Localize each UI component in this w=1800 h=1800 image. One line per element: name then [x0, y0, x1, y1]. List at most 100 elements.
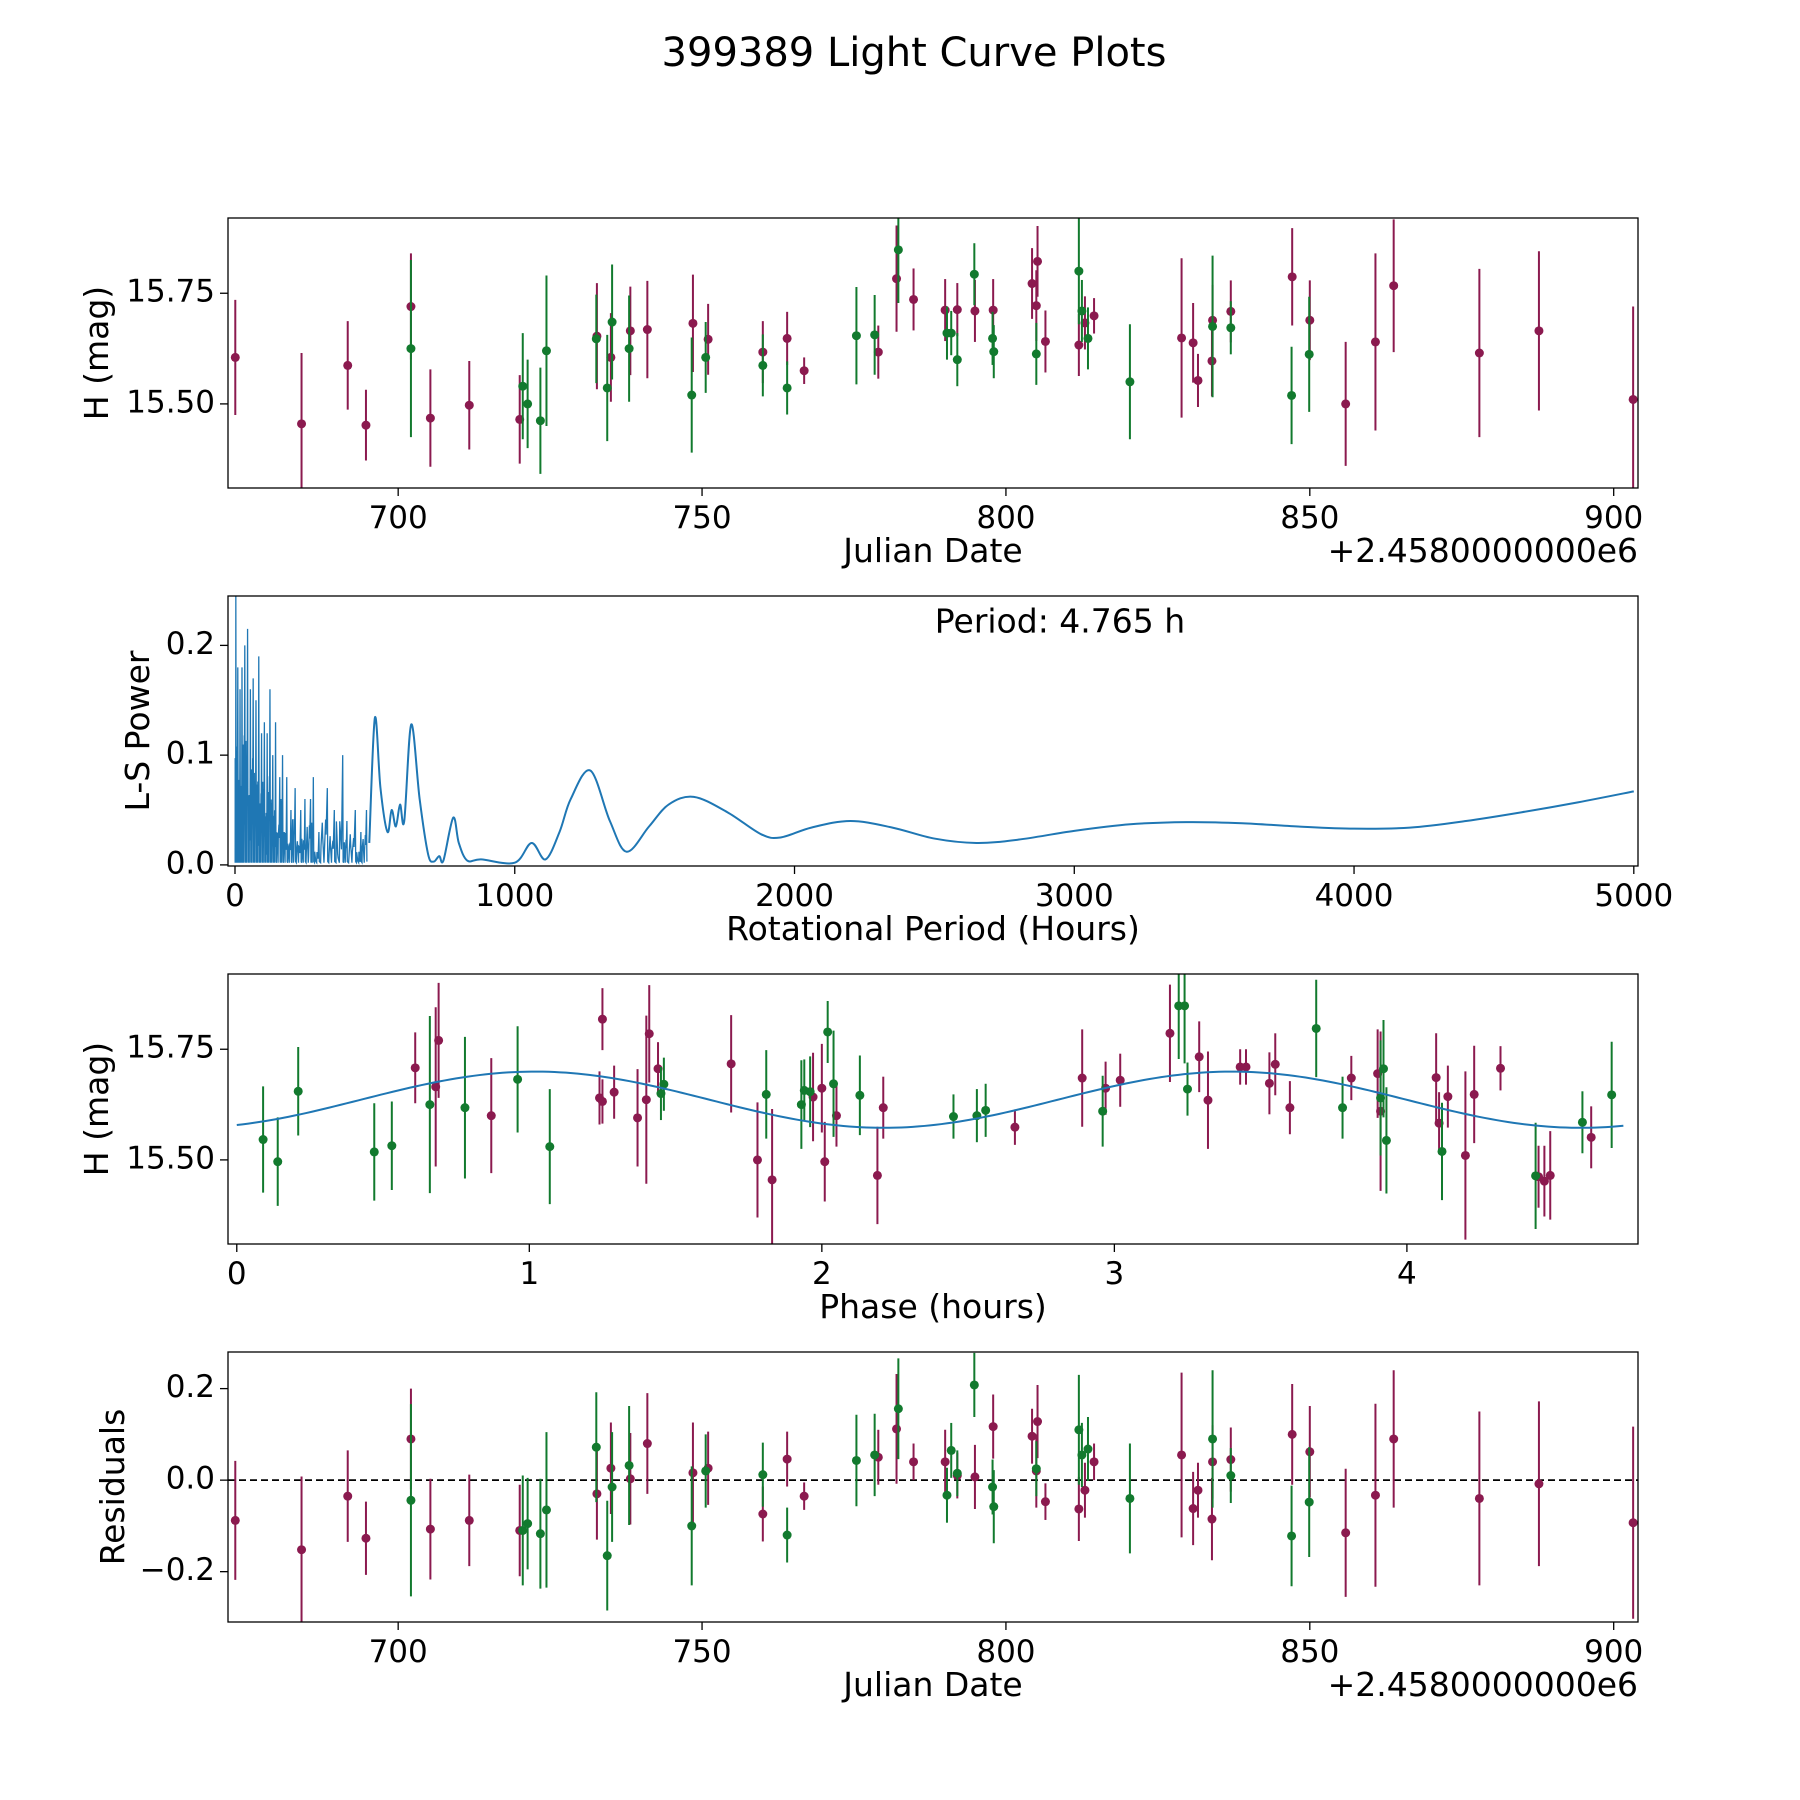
data-point — [1474, 1411, 1484, 1586]
data-point — [541, 1432, 551, 1588]
data-point — [855, 1055, 865, 1136]
data-marker — [969, 1380, 979, 1390]
data-point — [406, 260, 416, 438]
data-marker — [1389, 281, 1399, 291]
data-marker — [624, 1460, 634, 1470]
data-point — [1125, 1443, 1135, 1554]
data-marker — [486, 1111, 496, 1121]
panel-phase-curve: 0 1 2 3 4 15.50 15.75 H (mag) Phase (hours) — [77, 973, 1639, 1326]
data-point — [606, 1422, 616, 1514]
data-point — [523, 1477, 533, 1570]
data-point — [1586, 1106, 1596, 1169]
data-marker — [726, 1059, 736, 1069]
data-point — [820, 1121, 830, 1202]
data-point — [624, 1406, 634, 1525]
data-marker — [1496, 1063, 1506, 1073]
data-marker — [758, 360, 768, 370]
data-marker — [1027, 1431, 1037, 1441]
data-marker — [406, 1495, 416, 1505]
data-point — [625, 286, 635, 376]
data-marker — [952, 355, 962, 365]
data-marker — [625, 326, 635, 336]
data-point — [1474, 268, 1484, 438]
data-marker — [1378, 1064, 1388, 1074]
data-point — [1027, 248, 1037, 319]
data-marker — [464, 1515, 474, 1525]
data-marker — [361, 1533, 371, 1543]
residuals-offset-text: +2.4580000000e6 — [1328, 1665, 1638, 1704]
data-point — [1534, 251, 1544, 411]
data-marker — [602, 1551, 612, 1561]
data-marker — [607, 317, 617, 327]
y-tick-label: 15.75 — [126, 274, 215, 310]
data-point — [1193, 353, 1203, 407]
data-point — [513, 1026, 523, 1133]
data-marker — [1165, 1028, 1175, 1038]
data-point — [851, 287, 861, 385]
data-point — [273, 1117, 283, 1206]
data-marker — [1304, 1497, 1314, 1507]
data-point — [972, 1089, 982, 1143]
data-marker — [851, 331, 861, 341]
data-point — [1460, 1071, 1470, 1240]
data-point — [1370, 1403, 1380, 1587]
phase-curve-ticks: 0 1 2 3 4 15.50 15.75 — [126, 1030, 1417, 1292]
data-marker — [1115, 1075, 1125, 1085]
x-tick-label: 750 — [672, 500, 731, 536]
periodogram-ylabel: L-S Power — [118, 650, 157, 811]
data-point — [1285, 1081, 1295, 1135]
data-marker — [1074, 340, 1084, 350]
data-marker — [989, 347, 999, 357]
data-marker — [425, 1524, 435, 1534]
data-marker — [1287, 390, 1297, 400]
y-tick-label: 0.0 — [166, 1461, 215, 1497]
data-marker — [369, 1147, 379, 1157]
data-point — [799, 1482, 809, 1510]
data-point — [1346, 1055, 1356, 1101]
data-marker — [659, 1079, 669, 1089]
data-marker — [591, 1442, 601, 1452]
data-marker — [969, 269, 979, 279]
data-point — [1165, 984, 1175, 1082]
periodogram-curve — [368, 716, 1634, 865]
data-point — [425, 1016, 435, 1194]
data-marker — [805, 1087, 815, 1097]
data-point — [1083, 307, 1093, 370]
data-point — [942, 1467, 952, 1523]
data-point — [969, 243, 979, 306]
data-marker — [523, 1519, 533, 1529]
x-tick-label: 900 — [1584, 1634, 1643, 1670]
data-point — [878, 1076, 888, 1139]
phase-curve-data — [236, 974, 1624, 1244]
data-point — [1188, 1471, 1198, 1546]
data-marker — [1370, 1490, 1380, 1500]
data-point — [1098, 1075, 1108, 1147]
periodogram-ticks: 0 1000 2000 3000 4000 5000 0.0 0.1 0.2 — [166, 626, 1674, 914]
y-tick-label: 0.2 — [166, 1369, 215, 1405]
data-point — [607, 264, 617, 380]
data-marker — [361, 420, 371, 430]
data-point — [343, 1450, 353, 1542]
data-point — [460, 1036, 470, 1179]
data-point — [1389, 1370, 1399, 1508]
data-point — [1264, 1052, 1274, 1115]
data-marker — [1389, 1434, 1399, 1444]
data-marker — [988, 1422, 998, 1432]
data-marker — [782, 1530, 792, 1540]
x-tick-label: 3000 — [1035, 878, 1114, 914]
data-marker — [1341, 399, 1351, 409]
data-point — [989, 325, 999, 379]
data-point — [1287, 1384, 1297, 1485]
data-marker — [545, 1142, 555, 1152]
phase-curve-ylabel: H (mag) — [77, 1042, 116, 1176]
data-point — [1437, 1102, 1447, 1201]
data-marker — [1577, 1117, 1587, 1127]
data-marker — [1010, 1122, 1020, 1132]
data-point — [1203, 1051, 1213, 1149]
data-point — [633, 1069, 643, 1167]
data-marker — [425, 413, 435, 423]
data-point — [1270, 1033, 1280, 1096]
data-marker — [1194, 1052, 1204, 1062]
data-point — [1496, 1046, 1506, 1091]
data-point — [1010, 1109, 1020, 1145]
